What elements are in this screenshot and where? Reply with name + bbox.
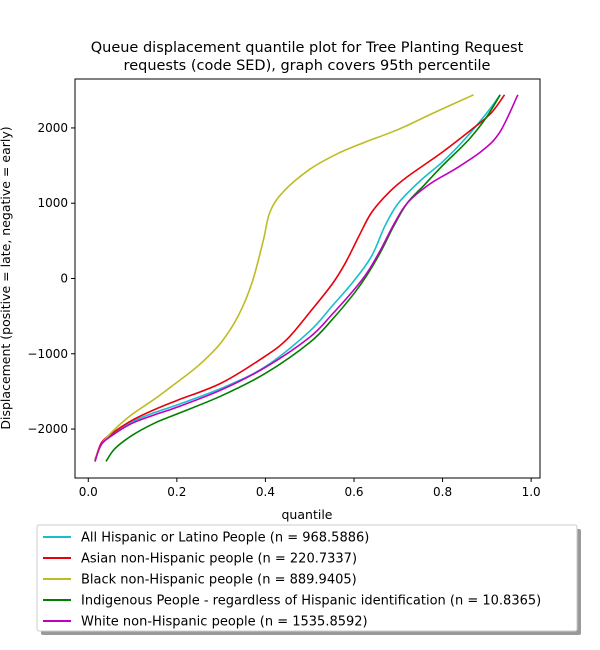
plot-lines xyxy=(94,94,519,462)
y-tick-label: −1000 xyxy=(27,347,68,361)
series-line-0 xyxy=(94,94,501,462)
legend-label-2: Black non-Hispanic people (n = 889.9405) xyxy=(81,573,357,588)
legend-label-4: White non-Hispanic people (n = 1535.8592… xyxy=(81,615,368,630)
x-axis-ticks: 0.0 0.2 0.4 0.6 0.8 1.0 xyxy=(79,478,541,499)
chart-title-line-2: requests (code SED), graph covers 95th p… xyxy=(124,58,491,74)
y-tick-label: 0 xyxy=(60,272,68,286)
x-tick-label: 0.2 xyxy=(167,485,186,499)
x-tick-label: 0.6 xyxy=(344,485,363,499)
x-tick-label: 0.8 xyxy=(433,485,452,499)
legend-items: All Hispanic or Latino People (n = 968.5… xyxy=(43,531,541,630)
x-axis-label: quantile xyxy=(282,507,333,522)
y-axis-label: Displacement (positive = late, negative … xyxy=(0,126,13,429)
x-tick-label: 0.4 xyxy=(256,485,275,499)
series-line-1 xyxy=(94,94,506,462)
y-tick-label: −2000 xyxy=(27,422,68,436)
legend-label-3: Indigenous People - regardless of Hispan… xyxy=(81,594,541,609)
legend-box xyxy=(36,524,578,632)
series-line-2 xyxy=(94,94,474,460)
legend-label-0: All Hispanic or Latino People (n = 968.5… xyxy=(81,531,369,546)
y-tick-label: 1000 xyxy=(37,196,68,210)
x-tick-label: 1.0 xyxy=(522,485,541,499)
series-line-4 xyxy=(94,94,519,462)
series-line-3 xyxy=(105,94,501,462)
y-axis-ticks: −2000 −1000 0 1000 2000 xyxy=(27,121,75,436)
y-tick-label: 2000 xyxy=(37,121,68,135)
chart-title-line-1: Queue displacement quantile plot for Tre… xyxy=(91,40,524,56)
legend-label-1: Asian non-Hispanic people (n = 220.7337) xyxy=(81,552,357,567)
x-tick-label: 0.0 xyxy=(79,485,98,499)
legend: All Hispanic or Latino People (n = 968.5… xyxy=(36,524,581,635)
